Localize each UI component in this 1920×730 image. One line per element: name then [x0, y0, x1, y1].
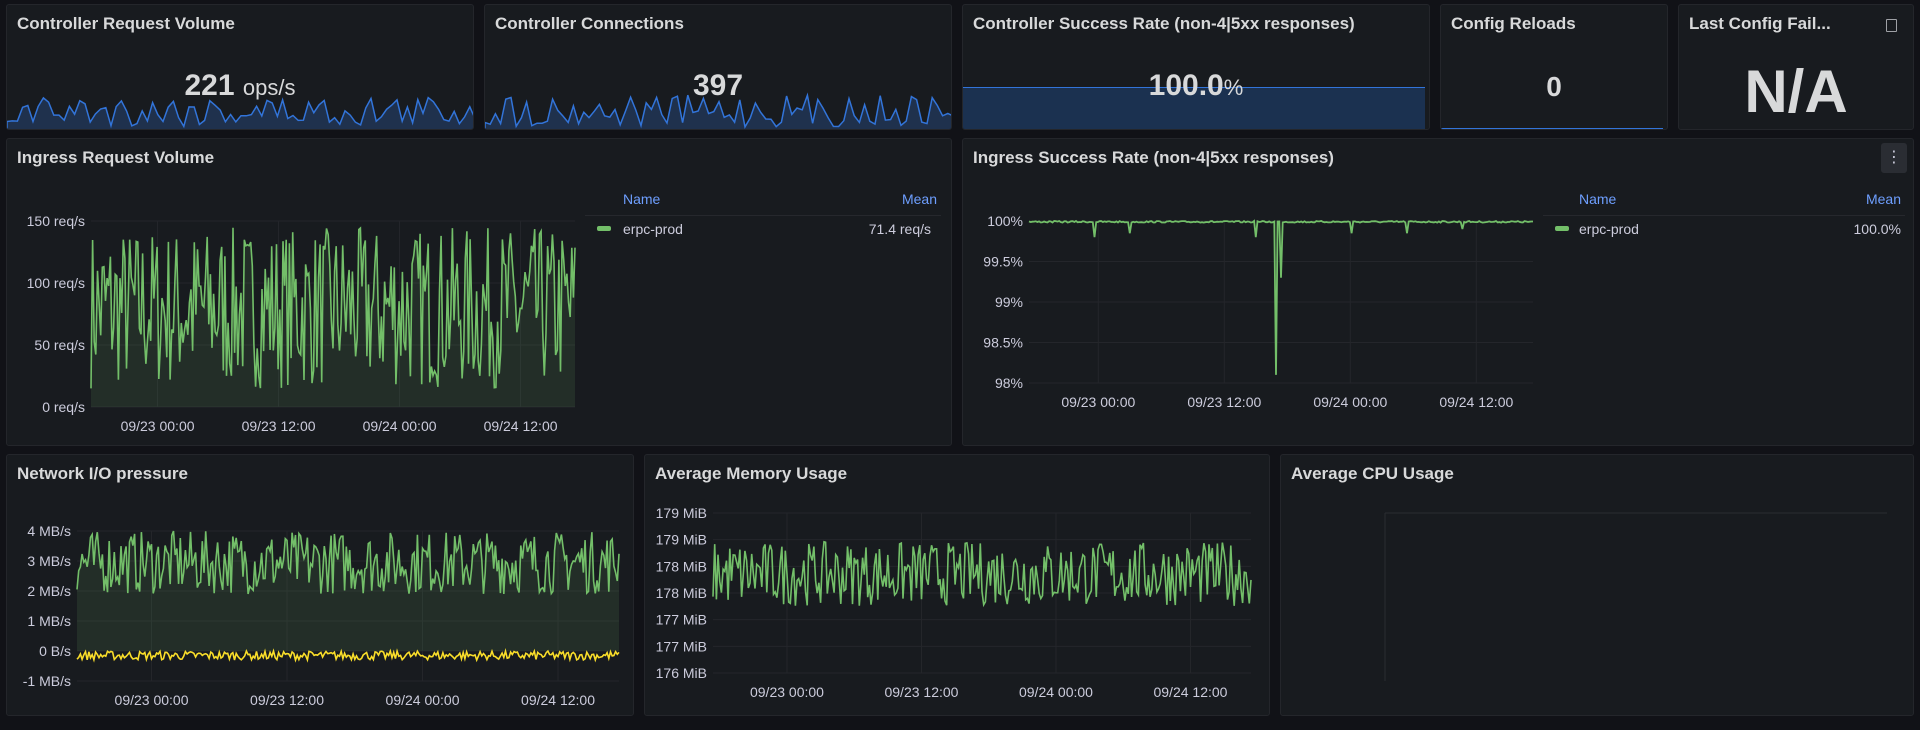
ingress-success-rate-panel[interactable]: Ingress Success Rate (non-4|5xx response…	[962, 138, 1914, 446]
x-tick-label: 09/23 12:00	[242, 418, 316, 434]
kebab-menu-icon[interactable]: ⋮	[1881, 143, 1907, 173]
series-line-receive	[76, 648, 620, 663]
y-tick-label: 2 MB/s	[27, 583, 71, 599]
legend-mean-header[interactable]: Mean	[901, 191, 937, 207]
memory-chart: 179 MiB 179 MiB 178 MiB 178 MiB 177 MiB 177 M…	[656, 505, 1252, 700]
panel-title: Controller Connections	[495, 14, 684, 33]
series-line-memory	[712, 540, 1252, 608]
x-tick-label: 09/23 12:00	[884, 684, 958, 700]
y-tick-label: 150 req/s	[27, 213, 85, 229]
series-name: erpc-prod	[623, 221, 683, 237]
sparkline	[485, 92, 951, 129]
y-tick-label: 99%	[995, 294, 1023, 310]
y-tick-label: 178 MiB	[656, 558, 707, 574]
stat-value: 0	[1546, 71, 1562, 102]
series-line-transmit	[76, 530, 620, 596]
ingress-request-volume-chart: 150 req/s 100 req/s 50 req/s 0 req/s 09/23 0…	[27, 213, 576, 434]
x-tick-label: 09/23 00:00	[1061, 394, 1135, 410]
x-tick-label: 09/23 00:00	[121, 418, 195, 434]
x-tick-label: 09/24 00:00	[1313, 394, 1387, 410]
y-tick-label: 99.5%	[983, 254, 1023, 270]
network-io-chart: 4 MB/s 3 MB/s 2 MB/s 1 MB/s 0 B/s -1 MB/s 09/2…	[23, 523, 620, 708]
x-tick-label: 09/24 12:00	[1153, 684, 1227, 700]
panel-title: Controller Success Rate (non-4|5xx respo…	[973, 14, 1355, 33]
stat-value: 397	[692, 69, 744, 102]
series-mean: 71.4 req/s	[868, 221, 931, 237]
y-tick-label: 178 MiB	[656, 585, 707, 601]
y-tick-label: 0 req/s	[42, 399, 85, 415]
panel-title: Average CPU Usage	[1291, 464, 1454, 483]
stat-value: N/A	[1744, 58, 1848, 125]
legend-name-header[interactable]: Name	[623, 191, 661, 207]
config-reloads-panel[interactable]: Config Reloads 0	[1440, 4, 1668, 130]
last-config-failed-panel[interactable]: Last Config Fail... N/A	[1678, 4, 1914, 130]
controller-request-volume-panel[interactable]: Controller Request Volume 221 ops/s	[6, 4, 474, 130]
legend-row[interactable]: erpc-prod 71.4 req/s	[585, 215, 941, 242]
x-tick-label: 09/23 00:00	[115, 692, 189, 708]
legend: Name Mean erpc-prod 100.0%	[1543, 191, 1905, 251]
legend: Name Mean erpc-prod 71.4 req/s	[585, 191, 941, 251]
stat-value: 100.0%	[1148, 69, 1244, 102]
panel-title: Network I/O pressure	[17, 464, 189, 483]
y-tick-label: 177 MiB	[656, 612, 707, 628]
y-tick-label: 177 MiB	[656, 638, 707, 654]
y-tick-label: 50 req/s	[34, 337, 85, 353]
legend-row[interactable]: erpc-prod 100.0%	[1543, 215, 1905, 242]
panel-title: Config Reloads	[1451, 14, 1576, 33]
cpu-chart	[1384, 512, 1887, 681]
x-tick-label: 09/24 00:00	[1019, 684, 1093, 700]
series-mean: 100.0%	[1853, 221, 1901, 237]
series-line-erpc-prod	[90, 226, 576, 389]
y-tick-label: 176 MiB	[656, 665, 707, 681]
panel-title: Ingress Request Volume	[17, 148, 215, 167]
ingress-request-volume-panel[interactable]: Ingress Request Volume 150 req/s 100 req/…	[6, 138, 952, 446]
x-tick-label: 09/24 00:00	[386, 692, 460, 708]
legend-name-header[interactable]: Name	[1579, 191, 1617, 207]
series-line-erpc-prod-fill	[91, 227, 575, 407]
y-tick-label: 100 req/s	[27, 275, 85, 291]
y-tick-label: 1 MB/s	[27, 613, 71, 629]
y-tick-label: 179 MiB	[656, 505, 707, 521]
y-tick-label: 0 B/s	[39, 643, 71, 659]
panel-title: Controller Request Volume	[17, 14, 235, 33]
document-icon[interactable]	[1886, 19, 1897, 32]
y-tick-label: -1 MB/s	[23, 673, 71, 689]
series-swatch	[597, 226, 611, 231]
x-tick-label: 09/24 12:00	[484, 418, 558, 434]
sparkline	[7, 96, 473, 129]
x-tick-label: 09/23 12:00	[250, 692, 324, 708]
success-rate-area	[963, 87, 1425, 129]
controller-connections-panel[interactable]: Controller Connections 397	[484, 4, 952, 130]
y-tick-label: 4 MB/s	[27, 523, 71, 539]
y-tick-label: 3 MB/s	[27, 553, 71, 569]
y-tick-label: 100%	[987, 213, 1023, 229]
panel-title: Last Config Fail...	[1689, 14, 1831, 33]
legend-mean-header[interactable]: Mean	[1865, 191, 1901, 207]
y-tick-label: 98.5%	[983, 335, 1023, 351]
stat-value: 221 ops/s	[184, 69, 296, 102]
series-swatch	[1555, 226, 1569, 231]
x-tick-label: 09/23 00:00	[750, 684, 824, 700]
memory-panel[interactable]: Average Memory Usage 179 MiB 179 MiB 178 M…	[644, 454, 1270, 716]
x-tick-label: 09/24 12:00	[1439, 394, 1513, 410]
panel-title: Average Memory Usage	[655, 464, 848, 483]
cpu-panel[interactable]: Average CPU Usage	[1280, 454, 1914, 716]
ingress-success-rate-chart: 100% 99.5% 99% 98.5% 98% 09/23 00:00 09/23 12:…	[983, 213, 1533, 410]
y-tick-label: 179 MiB	[656, 532, 707, 548]
x-tick-label: 09/24 00:00	[363, 418, 437, 434]
reloads-baseline	[1441, 128, 1663, 129]
panel-title: Ingress Success Rate (non-4|5xx response…	[973, 148, 1334, 167]
series-line-erpc-prod	[1028, 219, 1533, 375]
y-tick-label: 98%	[995, 375, 1023, 391]
series-line-transmit-fill	[77, 531, 619, 651]
series-name: erpc-prod	[1579, 221, 1639, 237]
x-tick-label: 09/24 12:00	[521, 692, 595, 708]
controller-success-rate-panel[interactable]: Controller Success Rate (non-4|5xx respo…	[962, 4, 1430, 130]
network-io-panel[interactable]: Network I/O pressure 4 MB/s 3 MB/s 2 MB/s 1…	[6, 454, 634, 716]
x-tick-label: 09/23 12:00	[1187, 394, 1261, 410]
